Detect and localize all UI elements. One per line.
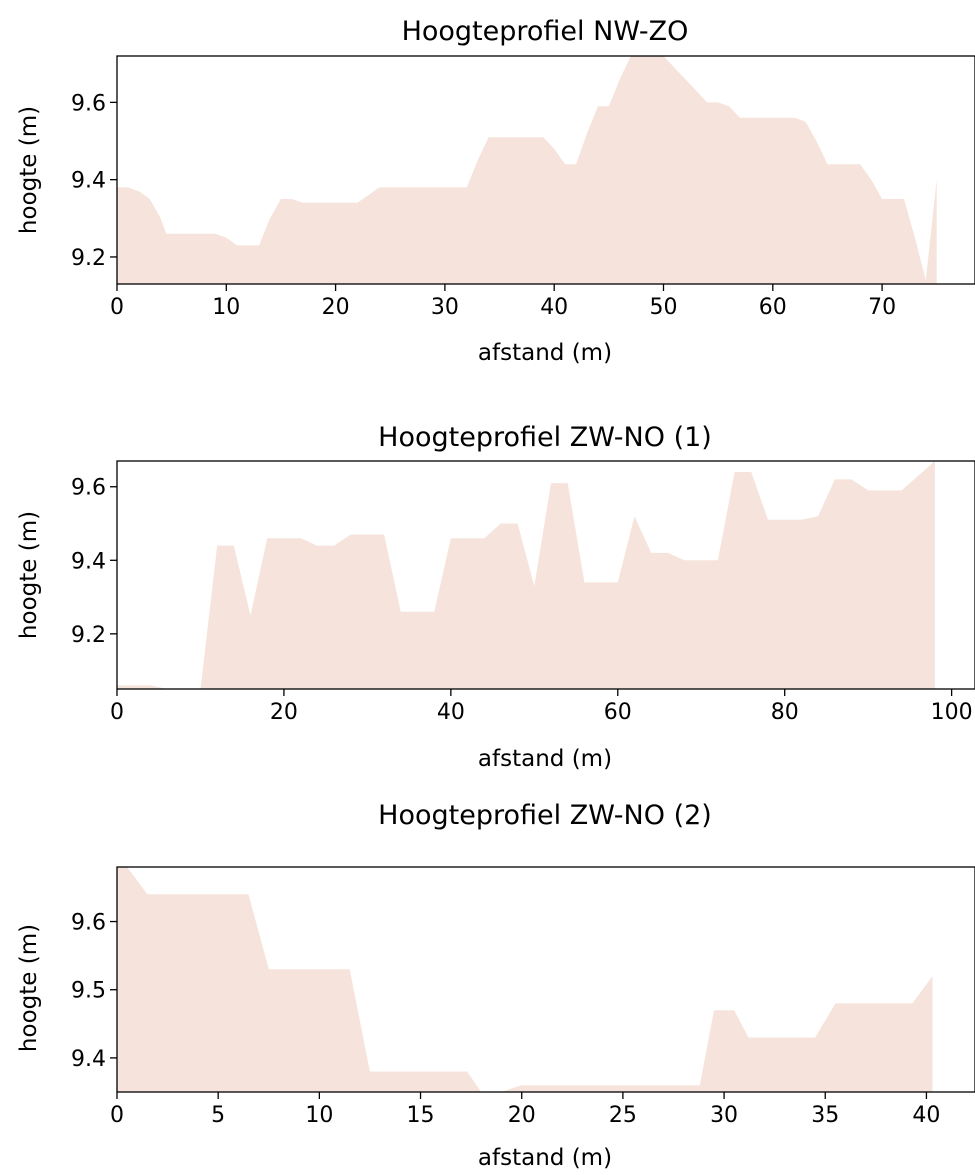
x-tick-label: 35 (811, 1103, 839, 1128)
y-tick-label: 9.6 (71, 911, 106, 936)
x-tick-label: 40 (540, 295, 568, 320)
x-tick-label: 70 (868, 295, 896, 320)
axes-frame (116, 460, 975, 690)
x-tick-label: 40 (912, 1103, 940, 1128)
y-tick-label: 9.2 (71, 623, 106, 648)
x-tick-label: 60 (604, 700, 632, 725)
x-axis-label: afstand (m) (478, 340, 612, 366)
chart-title: Hoogteprofiel ZW-NO (2) (378, 800, 712, 831)
axes-frame (116, 866, 975, 1093)
y-tick-label: 9.5 (71, 979, 106, 1004)
x-tick-label: 15 (407, 1103, 435, 1128)
x-tick-label: 20 (322, 295, 350, 320)
x-tick-label: 80 (771, 700, 799, 725)
chart-title: Hoogteprofiel NW-ZO (402, 16, 689, 47)
x-tick-label: 20 (508, 1103, 536, 1128)
x-axis-label: afstand (m) (478, 1145, 612, 1171)
y-tick-label: 9.2 (71, 246, 106, 271)
panel-nw-zo: Hoogteprofiel NW-ZO hoogte (m) afstand (… (16, 16, 975, 366)
panel-zw-no-2: Hoogteprofiel ZW-NO (2) hoogte (m) afsta… (16, 800, 975, 1171)
x-tick-label: 60 (759, 295, 787, 320)
x-tick-label: 50 (649, 295, 677, 320)
axes-frame (116, 55, 975, 285)
y-tick-label: 9.6 (71, 476, 106, 501)
y-axis-label: hoogte (m) (16, 924, 42, 1052)
x-tick-label: 40 (437, 700, 465, 725)
x-tick-label: 0 (110, 1103, 124, 1128)
elevation-area (117, 867, 933, 1092)
x-tick-label: 30 (431, 295, 459, 320)
y-axis-label: hoogte (m) (16, 106, 42, 234)
x-tick-label: 5 (211, 1103, 225, 1128)
x-tick-label: 100 (931, 700, 973, 725)
x-tick-label: 0 (110, 700, 124, 725)
x-tick-label: 0 (110, 295, 124, 320)
y-axis-label: hoogte (m) (16, 511, 42, 639)
y-tick-label: 9.4 (71, 169, 106, 194)
elevation-area (117, 56, 937, 284)
y-tick-label: 9.6 (71, 91, 106, 116)
elevation-area (117, 461, 935, 689)
y-tick-label: 9.4 (71, 1047, 106, 1072)
x-axis-label: afstand (m) (478, 746, 612, 772)
chart-title: Hoogteprofiel ZW-NO (1) (378, 422, 712, 453)
x-tick-label: 10 (305, 1103, 333, 1128)
x-tick-label: 25 (609, 1103, 637, 1128)
y-tick-label: 9.4 (71, 549, 106, 574)
x-tick-label: 10 (212, 295, 240, 320)
panel-zw-no-1: Hoogteprofiel ZW-NO (1) hoogte (m) afsta… (16, 422, 975, 772)
x-tick-label: 30 (710, 1103, 738, 1128)
x-tick-label: 20 (270, 700, 298, 725)
